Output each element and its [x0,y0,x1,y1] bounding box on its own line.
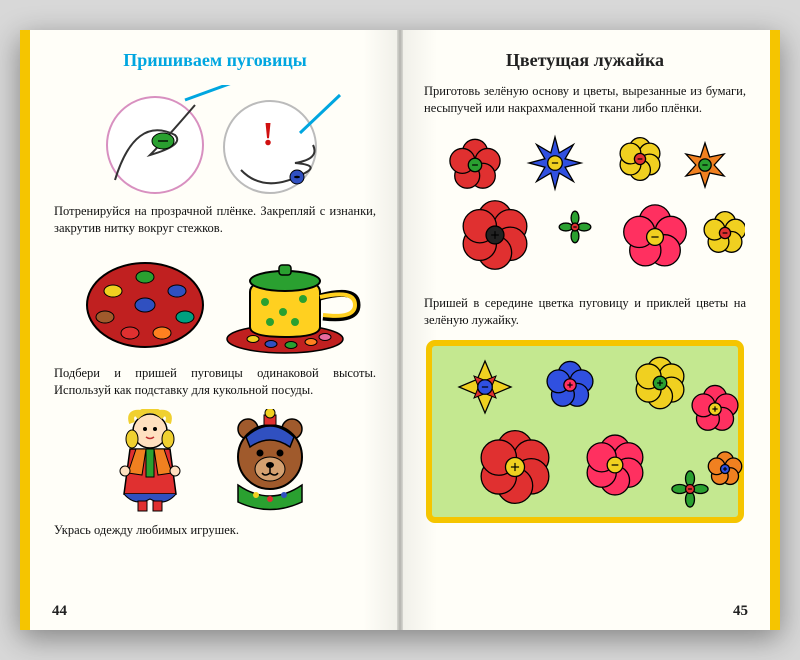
meadow-illustration [424,339,746,524]
right-text-2: Пришей в середине цветка пуговицу и прик… [424,295,746,329]
toys-illustration [54,409,376,514]
needle-illustration: ! [54,85,376,195]
left-text-1: Потренируйся на прозрачной плёнке. Закре… [54,203,376,237]
pot-stand-illustration [54,247,376,357]
left-text-3: Укрась одежду любимых игрушек. [54,522,376,539]
left-text-2: Подбери и пришей пуговицы одинаковой выс… [54,365,376,399]
left-page: Пришиваем пуговицы ! Потренируйся на про… [20,30,400,630]
page-number-left: 44 [52,603,67,620]
right-text-1: Приготовь зелёную основу и цветы, выреза… [424,83,746,117]
right-title: Цветущая лужайка [424,50,746,71]
page-number-right: 45 [733,603,748,620]
svg-text:!: ! [262,116,273,153]
left-title: Пришиваем пуговицы [54,50,376,71]
flowers-top-illustration [424,127,746,287]
right-page: Цветущая лужайка Приготовь зелёную основ… [400,30,780,630]
book-spread: Пришиваем пуговицы ! Потренируйся на про… [20,30,780,630]
